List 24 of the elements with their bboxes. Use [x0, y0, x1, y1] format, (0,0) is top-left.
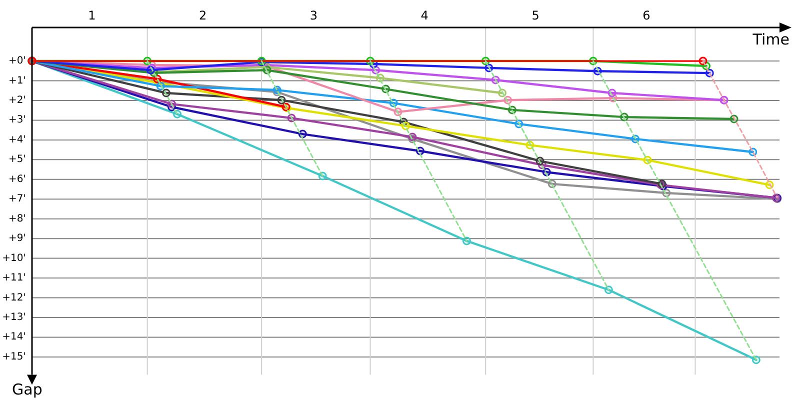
y-tick-label: +9' [8, 233, 26, 244]
y-tick-label: +11' [2, 272, 26, 284]
y-axis-title: Gap [12, 380, 42, 399]
y-tick-label: +12' [2, 292, 26, 304]
y-tick-label: +8' [8, 213, 26, 224]
y-tick-label: +0' [8, 56, 26, 67]
x-tick-label: 6 [642, 8, 650, 22]
x-axis-title: Time [752, 30, 790, 48]
y-tick-label: +1' [8, 75, 26, 86]
x-tick-label: 2 [198, 8, 207, 22]
y-tick-label: +4' [8, 134, 26, 146]
y-tick-label: +5' [8, 154, 26, 166]
y-tick-label: +10' [2, 252, 26, 264]
x-tick-label: 3 [310, 8, 318, 22]
y-tick-label: +15' [2, 351, 26, 362]
y-tick-label: +14' [2, 332, 26, 343]
y-tick-label: +7' [8, 194, 26, 205]
x-tick-label: 5 [532, 8, 540, 22]
y-tick-label: +6' [8, 174, 26, 185]
x-tick-label: 4 [420, 8, 428, 22]
y-tick-label: +2' [8, 94, 26, 106]
y-tick-label: +3' [8, 114, 26, 126]
x-tick-label: 1 [88, 8, 96, 22]
y-tick-label: +13' [2, 312, 26, 323]
